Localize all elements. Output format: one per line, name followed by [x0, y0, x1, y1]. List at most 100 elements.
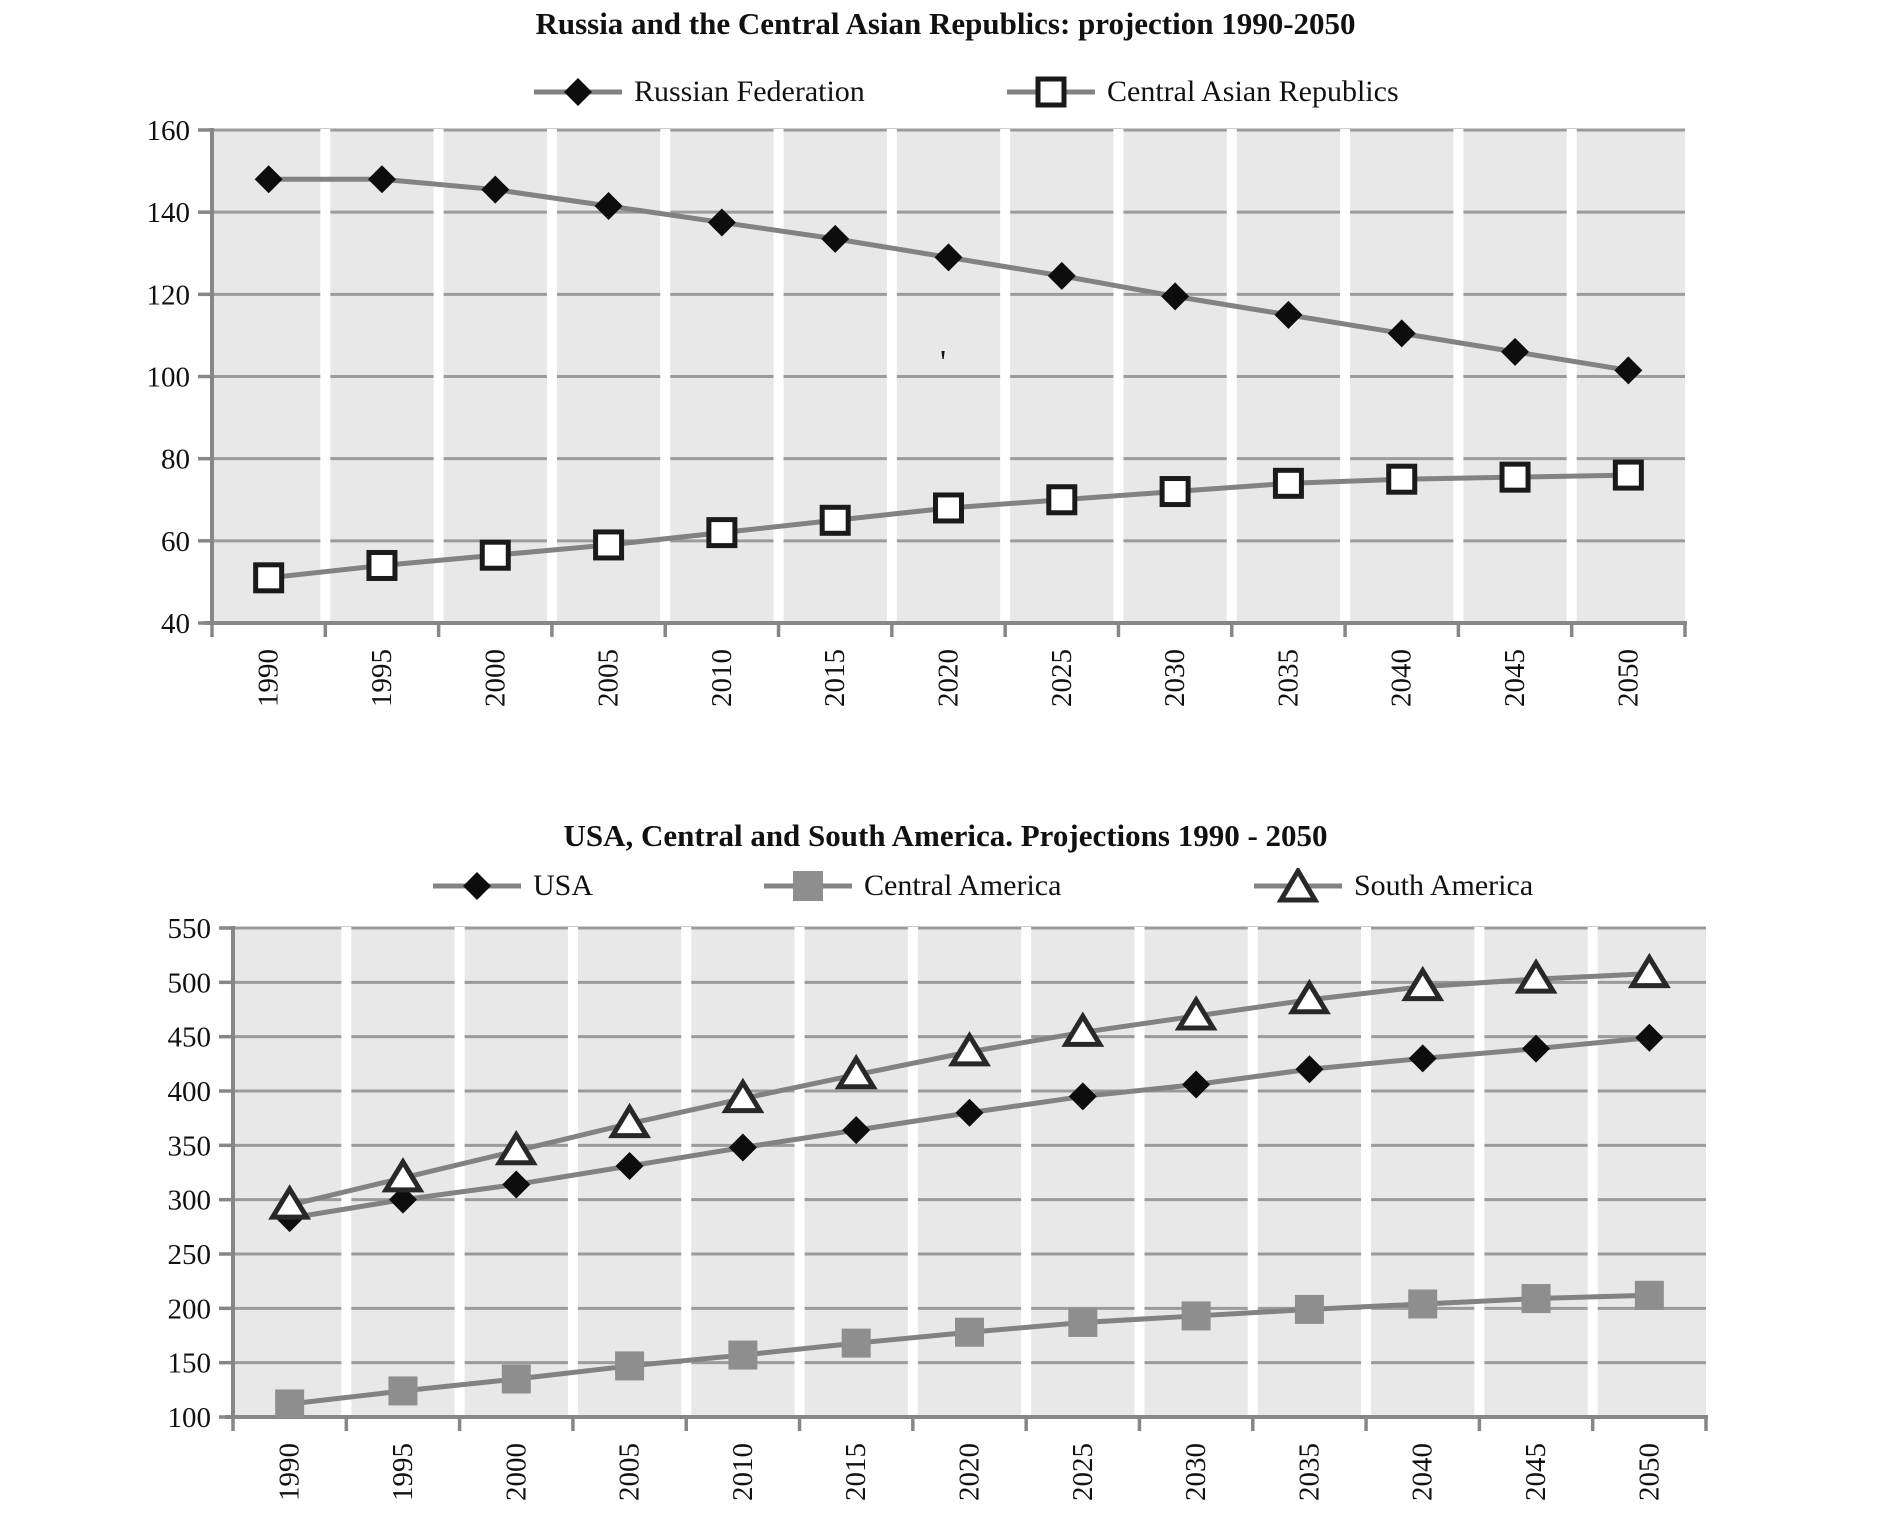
series-markers	[268, 952, 1671, 1220]
x-tick-label: 2050	[1612, 649, 1644, 707]
series-south-america	[268, 952, 1671, 1220]
x-tick-label: 2005	[593, 649, 625, 707]
square-marker-icon	[593, 529, 625, 561]
y-tick-label: 100	[168, 1402, 212, 1434]
square-marker-icon	[1408, 1289, 1438, 1319]
diamond-marker-icon	[728, 1133, 757, 1162]
horizontal-gridlines	[212, 128, 1685, 543]
y-axis-labels: 100 150 200 250 300 350 400 450 500 550	[168, 913, 212, 1434]
x-tick-label: 2035	[1272, 649, 1304, 707]
x-tick-label: 1995	[387, 1443, 419, 1501]
triangle-marker-icon	[1061, 1011, 1105, 1047]
x-tick-label: 1990	[274, 1443, 306, 1501]
diamond-marker-icon	[367, 165, 396, 194]
diamond-marker-icon	[254, 165, 283, 194]
diamond-marker-icon	[1522, 1034, 1551, 1063]
square-marker-icon	[706, 517, 738, 549]
y-tick-label: 500	[168, 967, 212, 999]
x-tick-label: 2015	[840, 1443, 872, 1501]
triangle-marker-icon	[834, 1053, 878, 1090]
x-tick-label: 2000	[500, 1443, 532, 1501]
triangle-marker-icon	[1287, 978, 1331, 1015]
vertical-gridlines	[341, 927, 1598, 1415]
diamond-marker-icon	[1614, 356, 1643, 385]
square-marker-icon	[728, 1340, 758, 1370]
x-tick-label: 2030	[1159, 649, 1191, 707]
square-marker-icon	[1634, 1280, 1664, 1310]
x-tick-label: 2010	[706, 649, 738, 707]
chart-1-plot: 40 60 80 100 120 140 160 1990 1995 2000 2005 2010 20…	[147, 115, 1687, 707]
square-marker-icon	[1159, 476, 1191, 508]
square-marker-icon	[1499, 461, 1531, 493]
square-marker-icon	[819, 504, 851, 536]
triangle-marker-icon	[1174, 995, 1218, 1031]
x-tick-label: 2045	[1499, 649, 1531, 707]
square-marker-icon	[955, 1317, 984, 1347]
diamond-marker-icon	[707, 208, 736, 237]
square-marker-icon	[1046, 484, 1078, 516]
series-markers	[253, 459, 1644, 594]
diamond-marker-icon	[388, 1185, 417, 1214]
x-tick-label: 2020	[933, 649, 965, 707]
series-central-america	[275, 1280, 1664, 1419]
y-tick-label: 550	[168, 913, 212, 945]
square-marker-icon	[479, 539, 511, 571]
diamond-marker-icon	[1047, 261, 1076, 290]
legend-label: Central America	[864, 869, 1062, 902]
square-marker-icon	[841, 1328, 871, 1358]
square-marker-icon	[1521, 1284, 1551, 1314]
y-tick-label: 120	[147, 279, 191, 311]
diamond-marker-icon	[615, 1151, 644, 1180]
square-marker-icon	[1068, 1307, 1098, 1337]
x-tick-label: 2035	[1293, 1443, 1325, 1501]
x-tick-label: 2000	[479, 649, 511, 707]
diamond-marker-icon	[934, 243, 963, 272]
vertical-gridlines	[320, 129, 1577, 621]
triangle-marker-icon	[1401, 965, 1445, 1002]
y-tick-label: 200	[168, 1293, 212, 1325]
legend-item-usa: USA	[433, 866, 593, 906]
square-marker-icon	[1181, 1301, 1211, 1331]
series-markers	[254, 165, 1643, 385]
legend-label: Central Asian Republics	[1107, 75, 1399, 108]
legend-item-central-asian-republics: Central Asian Republics	[1007, 72, 1399, 112]
triangle-marker-icon	[721, 1077, 765, 1114]
y-tick-label: 450	[168, 1022, 212, 1054]
y-tick-label: 60	[161, 526, 190, 558]
legend-label: USA	[533, 869, 594, 902]
x-tick-label: 2025	[1067, 1443, 1099, 1501]
diamond-marker-icon	[1295, 1055, 1324, 1084]
diamond-marker-icon	[1068, 1082, 1097, 1111]
x-tick-label: 2040	[1386, 649, 1418, 707]
square-marker-icon	[388, 1376, 418, 1406]
x-tick-label: 1990	[253, 649, 285, 707]
diamond-marker-icon	[1182, 1070, 1211, 1099]
x-tick-label: 2030	[1180, 1443, 1212, 1501]
chart2-title: USA, Central and South America. Projecti…	[563, 818, 1328, 853]
diamond-marker-icon	[1274, 300, 1303, 329]
x-tick-label: 2010	[727, 1443, 759, 1501]
square-marker-icon	[933, 492, 964, 524]
y-tick-label: 250	[168, 1239, 212, 1271]
triangle-white-icon	[1254, 868, 1342, 903]
legend-label: South America	[1354, 869, 1534, 902]
x-tick-label: 2005	[614, 1443, 646, 1501]
square-white-icon	[1007, 76, 1095, 108]
series-central-asian-republics	[253, 459, 1644, 594]
y-axis-labels: 40 60 80 100 120 140 160	[147, 115, 191, 640]
stray-apostrophe-mark: '	[940, 344, 947, 381]
y-tick-label: 160	[147, 115, 191, 147]
chart-2-plot: 100 150 200 250 300 350 400 450 500 550 1990 1995 20…	[168, 913, 1708, 1501]
y-tick-label: 40	[161, 608, 190, 640]
series-markers	[275, 1023, 1664, 1233]
diamond-marker-icon	[594, 192, 623, 221]
x-axis-labels: 1990 1995 2000 2005 2010 2015 2020 2025 2030 2035…	[253, 649, 1645, 707]
triangle-marker-icon	[268, 1184, 312, 1220]
square-marker-icon	[615, 1351, 645, 1381]
square-marker-icon	[501, 1364, 531, 1394]
triangle-marker-icon	[1627, 952, 1671, 989]
diamond-marker-icon	[481, 175, 510, 204]
diamond-marker-icon	[1161, 282, 1190, 311]
